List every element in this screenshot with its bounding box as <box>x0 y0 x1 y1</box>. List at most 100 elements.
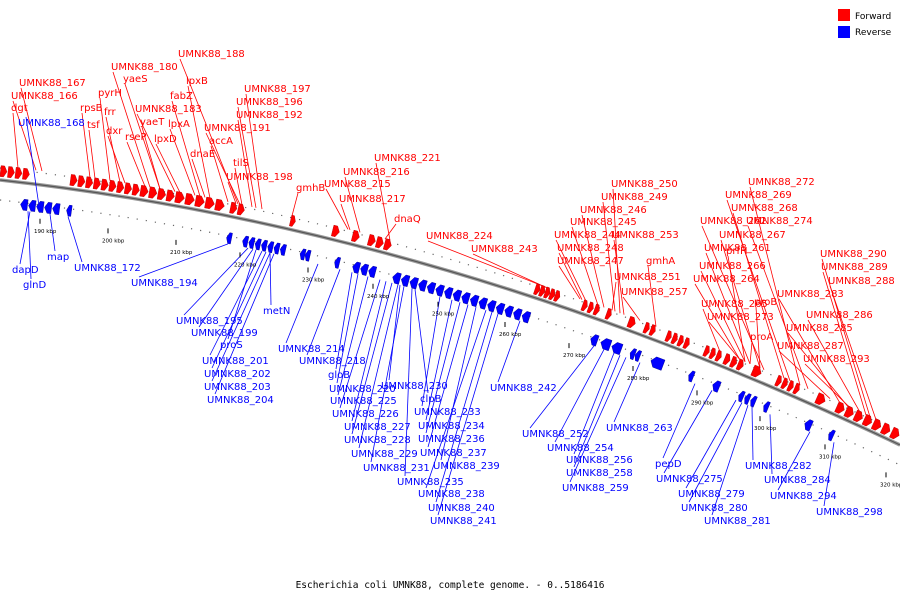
reverse-leader-line <box>414 289 429 394</box>
reverse-leader-line <box>209 250 263 356</box>
forward-gene-arrow <box>889 426 900 440</box>
forward-leader-line <box>427 240 549 289</box>
tick-label: 190 kbp <box>34 229 57 235</box>
forward-gene-arrow <box>642 321 650 334</box>
forward-gene-arrow <box>604 307 612 320</box>
forward-gene-label: UMNK88_167 <box>19 78 86 89</box>
forward-gene-arrow <box>780 377 788 390</box>
forward-gene-label: UMNK88_265 <box>701 299 768 310</box>
forward-gene-label: UMNK88_273 <box>707 312 774 323</box>
forward-gene-label: dxr <box>106 126 123 137</box>
reverse-gene-arrow <box>738 390 746 403</box>
reverse-gene-arrow <box>590 334 600 347</box>
reverse-leader-line <box>49 214 56 252</box>
forward-gene-label: UMNK88_196 <box>236 97 303 108</box>
forward-gene-arrow <box>156 188 166 201</box>
forward-gene-arrow <box>722 353 731 366</box>
forward-gene-label: UMNK88_268 <box>731 203 798 214</box>
reverse-leader-line <box>425 309 487 489</box>
reverse-gene-label: UMNK88_229 <box>351 449 418 460</box>
reverse-leader-line <box>440 306 477 461</box>
reverse-leader-line <box>823 442 835 507</box>
forward-leader-line <box>169 128 196 196</box>
reverse-gene-label: UMNK88_242 <box>490 383 557 394</box>
reverse-gene-label: UMNK88_239 <box>433 461 500 472</box>
reverse-gene-label: UMNK88_220 <box>329 384 396 395</box>
forward-leader-line <box>726 199 791 382</box>
forward-gene-label: lpxB <box>186 76 208 87</box>
forward-leader-line <box>187 85 211 199</box>
reverse-gene-arrow <box>600 338 613 352</box>
forward-gene-arrow <box>670 332 678 345</box>
forward-gene-arrow <box>194 194 205 208</box>
reverse-leader-line <box>404 288 413 477</box>
tick-label: 230 kbp <box>302 278 325 284</box>
forward-gene-label: UMNK88_285 <box>786 323 853 334</box>
forward-gene-arrow <box>100 178 109 191</box>
reverse-leader-line <box>425 299 453 421</box>
forward-leader-line <box>171 100 201 197</box>
forward-leader-line <box>622 296 641 321</box>
forward-leader-line <box>237 119 253 207</box>
forward-gene-arrow <box>664 330 672 342</box>
reverse-gene-label: UMNK88_172 <box>74 263 141 274</box>
reverse-leader-line <box>751 406 754 461</box>
reverse-gene-arrow <box>513 308 523 321</box>
forward-gene-arrow <box>289 214 296 227</box>
reverse-gene-label: UMNK88_202 <box>204 369 271 380</box>
forward-gene-label: UMNK88_274 <box>746 216 813 227</box>
forward-gene-arrow <box>123 182 132 195</box>
reverse-leader-line <box>663 390 713 474</box>
forward-gene-label: UMNK88_267 <box>719 230 786 241</box>
forward-gene-arrow <box>351 229 360 243</box>
reverse-leader-line <box>688 402 743 503</box>
forward-gene-arrow <box>69 174 78 187</box>
forward-leader-line <box>612 188 621 314</box>
forward-gene-label: proB <box>754 297 777 308</box>
reverse-gene-arrow <box>392 272 402 285</box>
reverse-leader-line <box>351 282 393 435</box>
forward-gene-label: dnaE <box>190 149 215 160</box>
reverse-gene-label: dapD <box>12 265 39 276</box>
forward-gene-label: UMNK88_183 <box>135 104 202 115</box>
forward-gene-arrow <box>131 183 140 196</box>
forward-leader-line <box>821 258 871 417</box>
label-leader-lines <box>12 58 877 516</box>
forward-leader-line <box>749 341 753 364</box>
forward-gene-label: accA <box>209 136 233 147</box>
reverse-gene-label: UMNK88_214 <box>278 344 345 355</box>
forward-leader-line <box>88 129 96 179</box>
forward-gene-arrow <box>7 166 15 178</box>
tick-label: 310 kbp <box>819 454 842 460</box>
legend-forward-label: Forward <box>855 12 891 22</box>
reverse-leader-line <box>25 116 41 213</box>
reverse-gene-label: UMNK88_227 <box>344 422 411 433</box>
reverse-gene-arrow <box>521 311 532 324</box>
reverse-gene-label: UMNK88_235 <box>397 477 464 488</box>
reverse-gene-arrow <box>688 370 696 383</box>
reverse-leader-line <box>211 251 267 369</box>
reverse-gene-label: UMNK88_280 <box>681 503 748 514</box>
reverse-gene-arrow <box>504 305 514 318</box>
forward-leader-line <box>647 265 657 327</box>
forward-leader-line <box>112 71 151 188</box>
legend-reverse-swatch <box>838 26 850 38</box>
forward-gene-label: UMNK88_247 <box>557 256 624 267</box>
forward-gene-label: rpsB <box>80 103 103 114</box>
reverse-gene-arrow <box>744 393 752 405</box>
forward-gene-arrow <box>834 401 845 414</box>
reverse-leader-line <box>27 211 32 280</box>
forward-gene-label: UMNK88_215 <box>324 179 391 190</box>
reverse-gene-arrow <box>66 204 73 217</box>
gene-arrows <box>0 165 900 442</box>
reverse-leader-line <box>306 269 341 356</box>
forward-leader-line <box>778 298 841 404</box>
reverse-gene-arrow <box>299 248 307 261</box>
forward-gene-label: UMNK88_250 <box>611 179 678 190</box>
reverse-gene-label: UMNK88_256 <box>566 455 633 466</box>
reverse-leader-line <box>285 263 319 344</box>
forward-leader-line <box>602 201 616 312</box>
tick-label: 200 kbp <box>102 238 125 244</box>
forward-leader-line <box>245 93 263 210</box>
reverse-gene-arrow <box>44 202 53 214</box>
